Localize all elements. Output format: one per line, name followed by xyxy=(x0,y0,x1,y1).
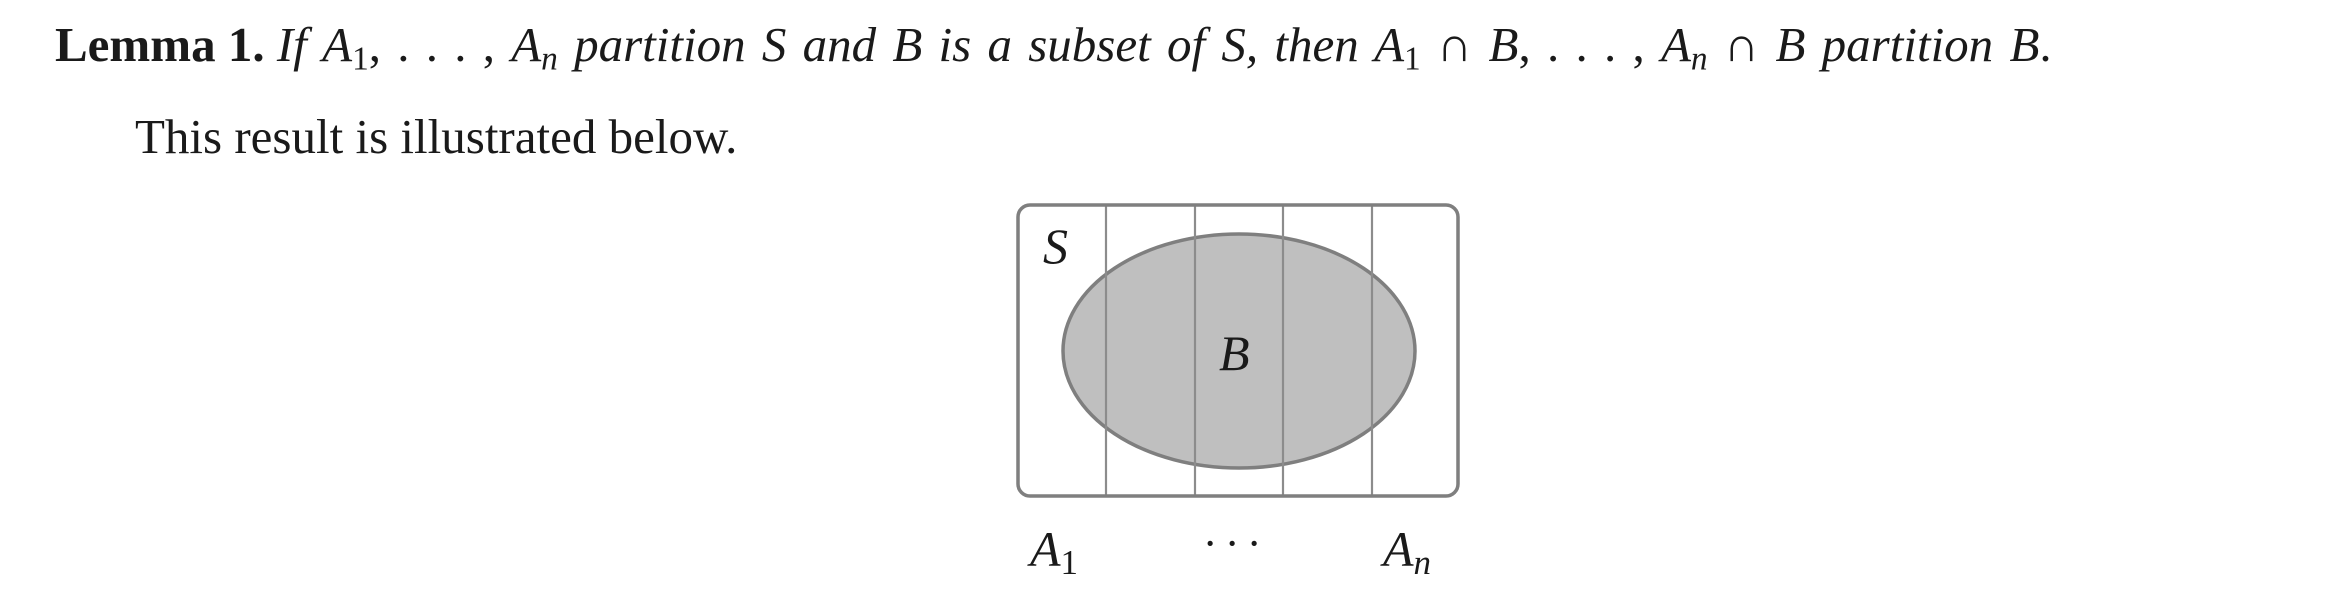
label-an-main: A xyxy=(1380,521,1414,577)
label-an-sub: n xyxy=(1414,543,1432,582)
stmt-var: B xyxy=(1488,17,1519,72)
stmt-text: is a subset of xyxy=(922,17,1222,72)
lemma-label: Lemma 1. xyxy=(55,17,265,72)
stmt-var: A xyxy=(322,17,353,72)
stmt-text: ∩ xyxy=(1707,17,1776,72)
set-s-label: S xyxy=(1043,218,1068,274)
label-a1: A1 xyxy=(1027,521,1078,582)
label-a1-sub: 1 xyxy=(1061,543,1079,582)
stmt-var: A xyxy=(1660,17,1691,72)
subset-b-label: B xyxy=(1219,325,1250,381)
stmt-sub: 1 xyxy=(352,40,369,78)
stmt-text: , . . . , xyxy=(1518,17,1661,72)
set-s-rectangle xyxy=(1016,203,1460,498)
stmt-var: S xyxy=(1221,17,1246,72)
label-an: An xyxy=(1380,521,1431,582)
stmt-text: . xyxy=(2039,17,2052,72)
label-a1-main: A xyxy=(1027,521,1061,577)
stmt-var: A xyxy=(1374,17,1404,72)
subset-b-ellipse xyxy=(1061,232,1417,470)
stmt-text: If xyxy=(276,17,323,72)
stmt-var: B xyxy=(2009,17,2040,72)
stmt-var: S xyxy=(761,17,787,72)
stmt-var: B xyxy=(892,17,923,72)
stmt-text: and xyxy=(786,17,893,72)
lemma-statement: If A1, . . . , An partition S and B is a… xyxy=(276,17,2052,75)
stmt-sub: n xyxy=(1690,40,1708,78)
stmt-sub: 1 xyxy=(1404,40,1421,78)
intro-paragraph: This result is illustrated below. xyxy=(135,109,738,164)
stmt-text: , then xyxy=(1245,17,1375,72)
stmt-sub: n xyxy=(541,40,558,78)
label-ellipsis: · · · xyxy=(1204,519,1259,568)
stmt-var: B xyxy=(1775,17,1806,72)
stmt-text: ∩ xyxy=(1420,17,1489,72)
stmt-text: partition xyxy=(1805,17,2010,72)
partition-dividers xyxy=(1104,205,1374,496)
stmt-text: , . . . , xyxy=(368,17,512,72)
stmt-text: partition xyxy=(557,17,762,72)
lemma: Lemma 1. If A1, . . . , An partition S a… xyxy=(55,10,2325,80)
stmt-var: A xyxy=(511,17,542,72)
